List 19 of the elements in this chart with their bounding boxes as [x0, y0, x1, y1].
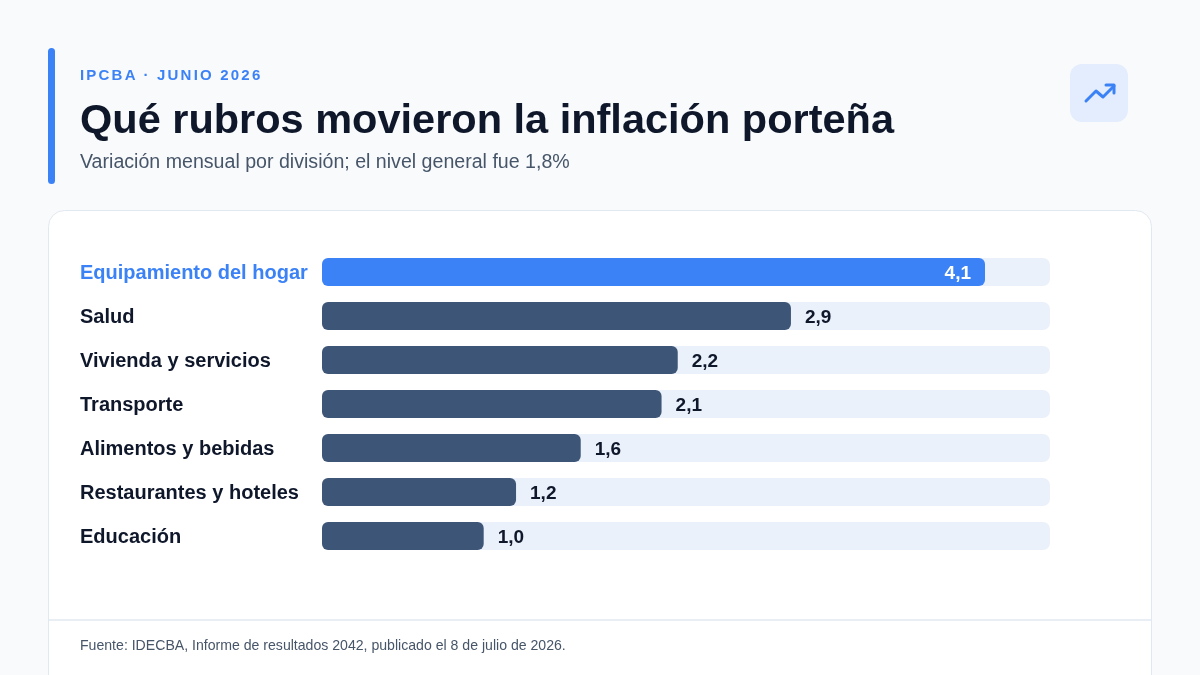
- y-tick-label: Vivienda y servicios: [80, 349, 271, 371]
- chart-title: Qué rubros movieron la inflación porteña: [80, 95, 895, 142]
- y-tick-label: Restaurantes y hoteles: [80, 481, 299, 503]
- bar: [322, 522, 484, 550]
- y-tick-label: Equipamiento del hogar: [80, 261, 309, 283]
- y-tick-label: Salud: [80, 305, 135, 327]
- data-label: 1,6: [594, 438, 622, 459]
- data-label: 4,1: [944, 262, 972, 283]
- y-tick-label: Transporte: [80, 393, 184, 415]
- chart-subtitle: Variación mensual por división; el nivel general fue 1,8%: [80, 150, 570, 172]
- data-label: 2,9: [804, 306, 832, 327]
- text: IPCBA · JUNIO 2026: [80, 66, 263, 83]
- data-label: 1,0: [497, 526, 525, 547]
- data-label: 2,1: [675, 394, 703, 415]
- y-tick-label: Alimentos y bebidas: [80, 437, 275, 459]
- y-tick-label: Educación: [80, 525, 182, 547]
- source-note: Fuente: IDECBA, Informe de resultados 2042, publicado el 8 de julio de 2026.: [80, 637, 566, 653]
- data-label: 1,2: [530, 482, 557, 503]
- data-label: 2,2: [691, 350, 719, 371]
